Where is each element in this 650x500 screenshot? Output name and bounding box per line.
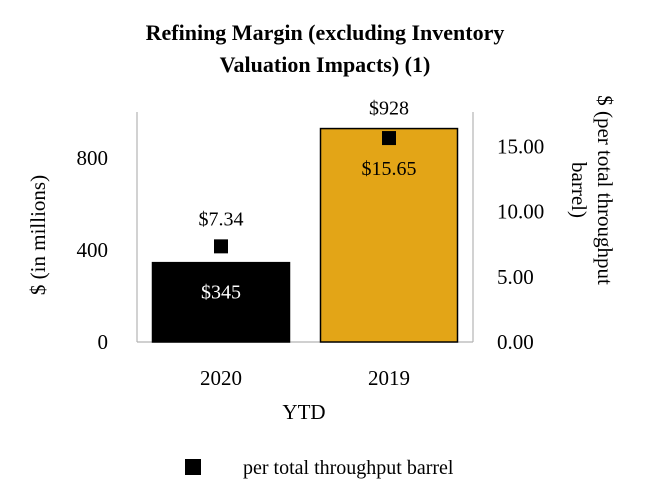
bar-2019	[319, 127, 459, 343]
left-axis-ticks: 0 400 800	[77, 146, 109, 354]
x-axis-title: YTD	[282, 400, 325, 424]
y-axis-title: $ (in millions)	[26, 175, 50, 295]
throughput-marker-2019	[382, 131, 396, 146]
legend-marker-square	[185, 459, 201, 475]
bar-series: $345 $928	[151, 98, 459, 343]
y2-tick-label-15: 15.00	[497, 135, 544, 159]
right-axis-title: $ (per total throughput barrel)	[567, 95, 617, 285]
bar-value-label-2020: $345	[201, 282, 241, 304]
chart-title-line-2: Valuation Impacts) (1)	[220, 52, 431, 77]
bar-2020	[151, 261, 291, 343]
x-tick-label-2020: 2020	[200, 366, 242, 390]
legend: per total throughput barrel	[185, 457, 454, 479]
chart-title-line-1: Refining Margin (excluding Inventory	[146, 20, 505, 45]
legend-label: per total throughput barrel	[243, 457, 454, 479]
right-axis-title-line-2: barrel)	[567, 162, 591, 218]
y2-tick-label-10: 10.00	[497, 200, 544, 224]
y-tick-label-0: 0	[98, 330, 109, 354]
throughput-marker-2020	[214, 239, 228, 254]
bar-value-label-2019: $928	[369, 98, 409, 120]
throughput-marker-series: $7.34 $15.65	[199, 131, 417, 254]
throughput-value-label-2019: $15.65	[362, 158, 417, 180]
x-axis-ticks: 2020 2019	[200, 366, 410, 390]
right-axis-title-line-1: $ (per total throughput	[593, 95, 617, 285]
y-tick-label-400: 400	[77, 238, 109, 262]
x-tick-label-2019: 2019	[368, 366, 410, 390]
throughput-value-label-2020: $7.34	[199, 208, 244, 230]
y-tick-label-800: 800	[77, 146, 109, 170]
y2-tick-label-0: 0.00	[497, 330, 534, 354]
y2-tick-label-5: 5.00	[497, 265, 534, 289]
right-axis-ticks: 0.00 5.00 10.00 15.00	[497, 135, 544, 354]
